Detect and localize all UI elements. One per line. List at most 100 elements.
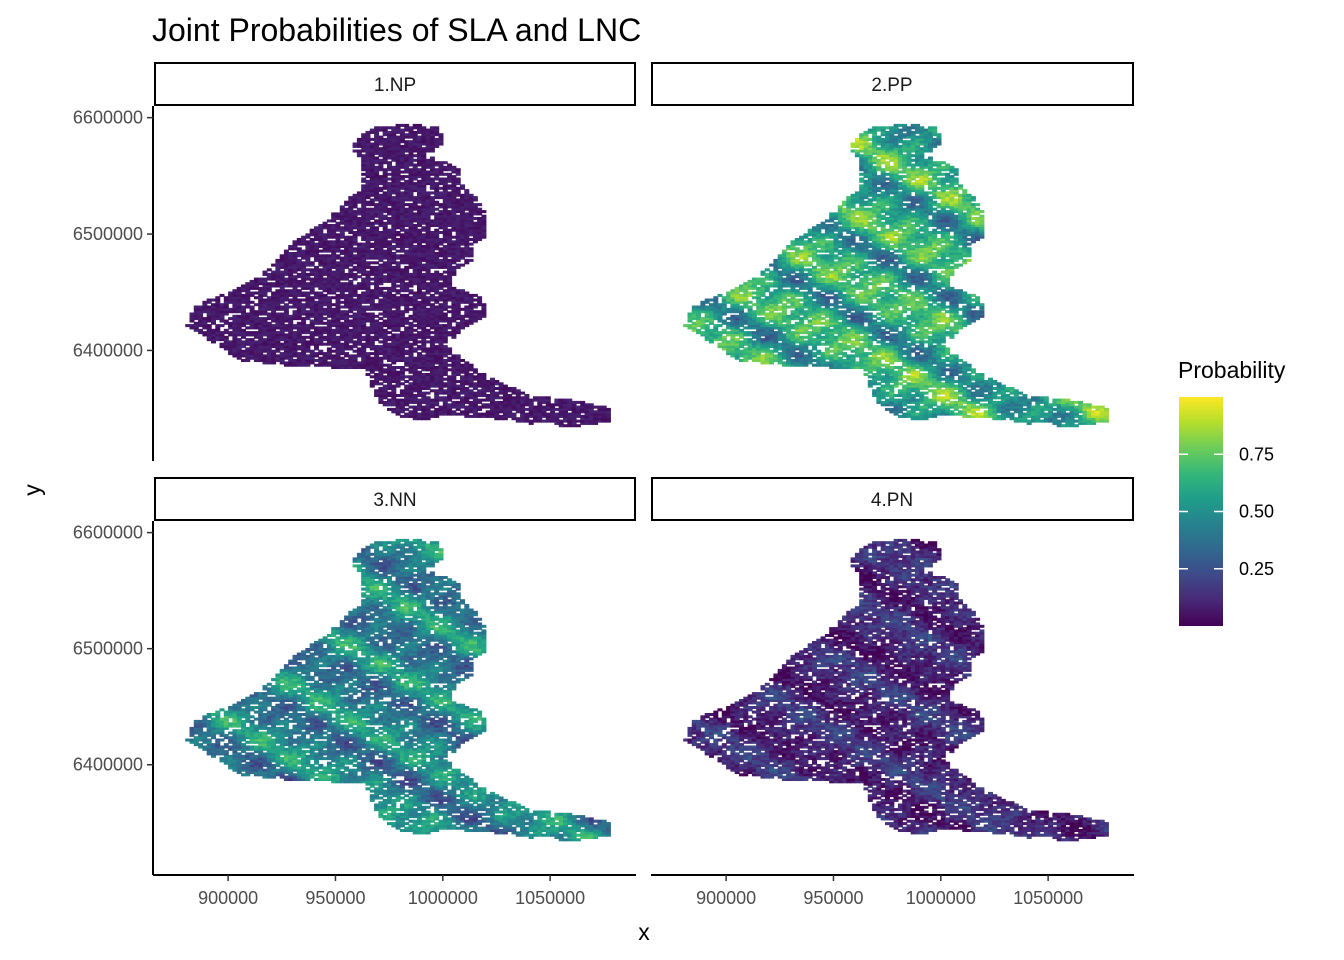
raster-cell [425,384,431,388]
raster-cell [429,238,435,242]
raster-cell [382,196,388,200]
raster-cell [331,263,337,267]
raster-cell [279,356,285,360]
raster-cell [339,314,345,318]
raster-cell [391,261,397,265]
raster-cell [421,147,427,151]
raster-cell [434,189,440,193]
raster-cell [288,298,294,302]
raster-cell [322,261,328,265]
raster-cell [442,403,448,407]
raster-cell [417,321,422,325]
raster-cell [460,396,465,400]
raster-cell [447,217,453,221]
raster-cell [271,300,277,304]
raster-cell [314,249,319,253]
raster-cell [447,412,453,416]
raster-cell [193,310,199,314]
raster-cell [747,331,753,335]
raster-cell [318,335,324,339]
raster-cell [399,184,405,188]
raster-cell [417,254,422,258]
raster-cell [412,147,418,151]
raster-cell [417,265,422,269]
raster-cell [356,307,362,311]
raster-cell [378,328,384,332]
raster-cell [215,335,221,339]
raster-cell [356,252,362,256]
raster-cell [318,238,324,242]
raster-cell [391,342,397,346]
raster-cell [326,352,332,356]
raster-cell [382,319,388,323]
raster-cell [438,370,444,374]
raster-cell [292,340,298,344]
raster-cell [588,403,594,407]
raster-cell [361,319,367,323]
raster-cell [395,154,401,158]
raster-cell [344,258,350,262]
raster-cell [228,317,234,321]
raster-cell [417,158,422,162]
raster-cell [447,326,453,330]
raster-cell [283,326,289,330]
raster-cell [236,354,242,358]
raster-cell [391,135,397,139]
raster-cell [391,156,397,160]
raster-cell [442,238,448,242]
raster-cell [369,261,375,265]
raster-cell [352,203,358,207]
raster-cell [253,319,259,323]
raster-cell [344,338,350,342]
raster-cell [438,170,444,174]
raster-cell [442,275,448,279]
raster-cell [314,254,319,258]
raster-cell [292,361,298,365]
raster-cell [292,268,298,272]
raster-cell [258,335,264,339]
raster-cell [421,391,427,395]
raster-cell [399,370,405,374]
raster-cell [404,326,410,330]
raster-cell [283,270,289,274]
raster-cell [382,151,388,155]
raster-cell [399,224,405,228]
raster-cell [421,133,427,137]
raster-cell [374,296,380,300]
raster-cell [387,349,392,353]
raster-cell [288,305,294,309]
raster-cell [481,303,487,307]
raster-cell [361,212,367,216]
raster-cell [391,175,397,179]
raster-cell [417,333,422,337]
raster-cell [288,247,294,251]
raster-cell [361,196,367,200]
raster-cell [760,270,766,274]
raster-cell [404,384,410,388]
raster-cell [447,198,453,202]
raster-cell [399,407,405,411]
raster-cell [408,193,414,197]
raster-cell [258,300,264,304]
raster-cell [417,380,422,384]
raster-cell [292,300,298,304]
raster-cell [451,307,457,311]
raster-cell [434,217,440,221]
raster-cell [232,354,238,358]
raster-cell [301,272,307,276]
raster-cell [447,405,453,409]
raster-cell [408,333,414,337]
raster-cell [361,359,367,363]
raster-cell [266,307,272,311]
raster-cell [352,354,358,358]
raster-cell [399,191,405,195]
raster-cell [399,298,405,302]
raster-cell [301,345,307,349]
raster-cell [455,354,461,358]
raster-cell [318,277,324,281]
raster-cell [434,263,440,267]
raster-cell [352,312,358,316]
raster-cell [365,154,371,158]
raster-cell [429,254,435,258]
raster-cell [408,263,414,267]
